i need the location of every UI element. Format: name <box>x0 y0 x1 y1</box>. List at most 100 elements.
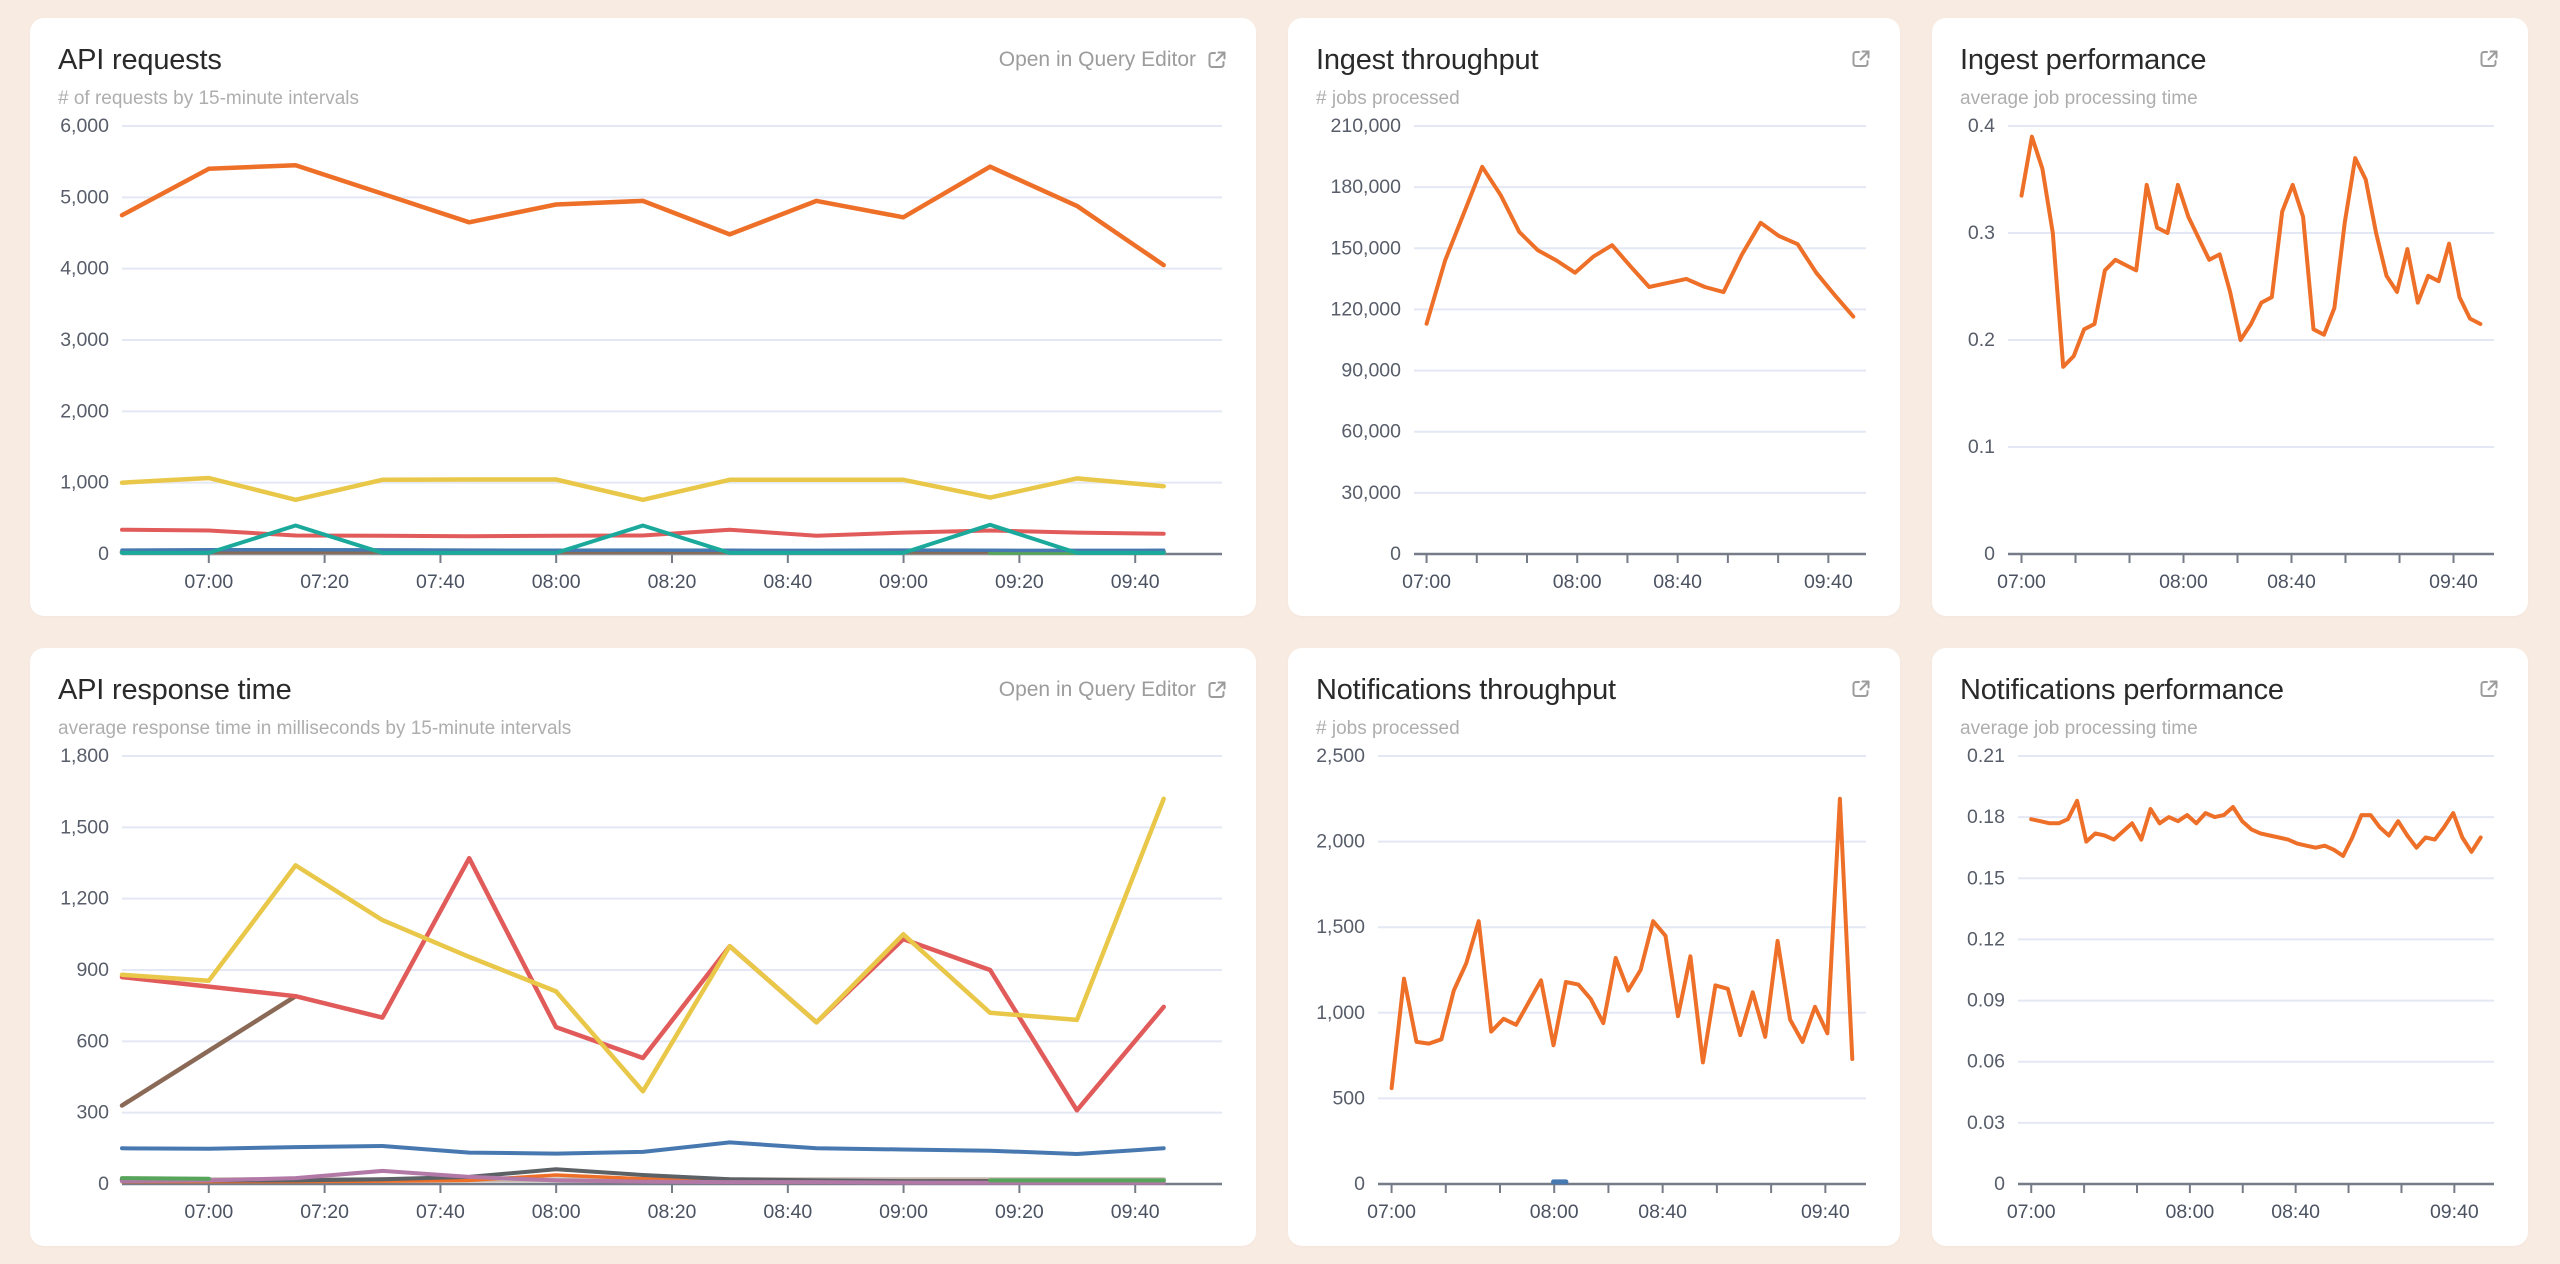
svg-text:0: 0 <box>1354 1173 1365 1195</box>
panel-api-response-time: API response time Open in Query Editor a… <box>30 648 1256 1246</box>
chart-api-requests: 6,000 5,000 4,000 3,000 2,000 1,000 0 07:00 07:2… <box>58 114 1228 607</box>
svg-text:07:00: 07:00 <box>2007 1201 2056 1223</box>
panel-header: API requests Open in Query Editor <box>58 44 1228 77</box>
svg-text:0: 0 <box>1984 543 1995 565</box>
svg-text:500: 500 <box>1332 1088 1365 1110</box>
svg-text:08:00: 08:00 <box>532 571 581 593</box>
svg-text:2,500: 2,500 <box>1316 745 1365 767</box>
svg-text:900: 900 <box>76 959 109 981</box>
svg-text:3,000: 3,000 <box>60 329 109 351</box>
svg-text:08:40: 08:40 <box>2267 571 2316 593</box>
svg-text:0.03: 0.03 <box>1967 1112 2005 1134</box>
chart-ingest-throughput: 210,000 180,000 150,000 120,000 90,000 60,000… <box>1316 114 1872 607</box>
svg-text:300: 300 <box>76 1102 109 1124</box>
panel-title: Ingest throughput <box>1316 44 1539 76</box>
svg-text:1,000: 1,000 <box>60 472 109 494</box>
svg-text:09:40: 09:40 <box>1804 571 1853 593</box>
svg-text:08:20: 08:20 <box>648 1201 697 1223</box>
svg-text:2,000: 2,000 <box>1316 831 1365 853</box>
svg-text:08:00: 08:00 <box>532 1201 581 1223</box>
external-link-icon[interactable] <box>1850 678 1872 700</box>
svg-text:09:20: 09:20 <box>995 571 1044 593</box>
svg-text:0.15: 0.15 <box>1967 868 2005 890</box>
svg-text:1,000: 1,000 <box>1316 1002 1365 1024</box>
svg-text:09:00: 09:00 <box>879 571 928 593</box>
svg-text:09:00: 09:00 <box>879 1201 928 1223</box>
svg-text:1,800: 1,800 <box>60 745 109 767</box>
external-link-icon[interactable] <box>2478 678 2500 700</box>
svg-text:0.09: 0.09 <box>1967 990 2005 1012</box>
svg-text:09:40: 09:40 <box>1801 1201 1850 1223</box>
svg-text:07:00: 07:00 <box>184 1201 233 1223</box>
panel-notifications-throughput: Notifications throughput # jobs processe… <box>1288 648 1900 1246</box>
svg-text:0.4: 0.4 <box>1968 115 1995 137</box>
svg-text:1,500: 1,500 <box>1316 917 1365 939</box>
svg-text:08:40: 08:40 <box>763 571 812 593</box>
svg-text:2,000: 2,000 <box>60 401 109 423</box>
panel-subtitle: # jobs processed <box>1316 88 1460 110</box>
svg-text:08:40: 08:40 <box>1653 571 1702 593</box>
svg-text:09:20: 09:20 <box>995 1201 1044 1223</box>
external-link-icon[interactable] <box>2478 48 2500 70</box>
panel-ingest-throughput: Ingest throughput # jobs processed 210,0… <box>1288 18 1900 616</box>
external-link-icon[interactable] <box>1850 48 1872 70</box>
svg-text:4,000: 4,000 <box>60 258 109 280</box>
panel-header: API response time Open in Query Editor <box>58 674 1228 707</box>
panel-ingest-performance: Ingest performance average job processin… <box>1932 18 2528 616</box>
panel-api-requests: API requests Open in Query Editor # of r… <box>30 18 1256 616</box>
svg-text:0.12: 0.12 <box>1967 929 2005 951</box>
svg-text:0.3: 0.3 <box>1968 222 1995 244</box>
open-in-query-editor-label: Open in Query Editor <box>998 678 1196 701</box>
panel-title: Notifications performance <box>1960 674 2284 706</box>
svg-text:1,200: 1,200 <box>60 888 109 910</box>
svg-text:09:40: 09:40 <box>2429 571 2478 593</box>
svg-text:5,000: 5,000 <box>60 187 109 209</box>
svg-text:0.18: 0.18 <box>1967 806 2005 828</box>
svg-text:09:40: 09:40 <box>1111 1201 1160 1223</box>
svg-text:08:40: 08:40 <box>1638 1201 1687 1223</box>
svg-text:07:20: 07:20 <box>300 571 349 593</box>
panel-subtitle: # jobs processed <box>1316 718 1460 740</box>
svg-text:08:40: 08:40 <box>763 1201 812 1223</box>
panel-notifications-performance: Notifications performance average job pr… <box>1932 648 2528 1246</box>
external-link-icon <box>1206 49 1228 71</box>
open-in-query-editor-link[interactable]: Open in Query Editor <box>999 48 1228 72</box>
open-in-query-editor-link[interactable]: Open in Query Editor <box>999 678 1228 702</box>
panel-subtitle: average response time in milliseconds by… <box>58 718 572 740</box>
svg-text:600: 600 <box>76 1031 109 1053</box>
panel-title: Ingest performance <box>1960 44 2207 76</box>
svg-text:08:00: 08:00 <box>2159 571 2208 593</box>
svg-text:0.2: 0.2 <box>1968 329 1995 351</box>
svg-text:09:40: 09:40 <box>1111 571 1160 593</box>
open-in-query-editor-label: Open in Query Editor <box>998 48 1196 71</box>
svg-text:6,000: 6,000 <box>60 115 109 137</box>
svg-text:07:00: 07:00 <box>1367 1201 1416 1223</box>
chart-notifications-performance: 0.21 0.18 0.15 0.12 0.09 0.06 0.03 0 07:00 08:00 0… <box>1960 744 2500 1237</box>
svg-text:08:00: 08:00 <box>1553 571 1602 593</box>
panel-header: Ingest throughput <box>1316 44 1872 77</box>
svg-text:08:20: 08:20 <box>648 571 697 593</box>
svg-text:30,000: 30,000 <box>1341 482 1401 504</box>
panel-title: Notifications throughput <box>1316 674 1616 706</box>
svg-text:08:00: 08:00 <box>2165 1201 2214 1223</box>
svg-text:0: 0 <box>1994 1173 2005 1195</box>
svg-text:07:00: 07:00 <box>1402 571 1451 593</box>
svg-text:210,000: 210,000 <box>1331 115 1402 137</box>
panel-title: API response time <box>58 674 292 706</box>
panel-header: Notifications throughput <box>1316 674 1872 707</box>
svg-text:60,000: 60,000 <box>1341 421 1401 443</box>
svg-text:08:40: 08:40 <box>2271 1201 2320 1223</box>
svg-text:07:40: 07:40 <box>416 571 465 593</box>
svg-text:0.06: 0.06 <box>1967 1051 2005 1073</box>
panel-header: Ingest performance <box>1960 44 2500 77</box>
svg-text:0: 0 <box>98 543 109 565</box>
svg-text:90,000: 90,000 <box>1341 360 1401 382</box>
panel-header: Notifications performance <box>1960 674 2500 707</box>
svg-text:120,000: 120,000 <box>1331 299 1402 321</box>
svg-text:09:40: 09:40 <box>2430 1201 2479 1223</box>
panel-subtitle: # of requests by 15-minute intervals <box>58 88 359 110</box>
svg-text:0: 0 <box>98 1173 109 1195</box>
chart-api-response-time: 1,800 1,500 1,200 900 600 300 0 07:00 07:20 07:40… <box>58 744 1228 1237</box>
svg-text:07:20: 07:20 <box>300 1201 349 1223</box>
